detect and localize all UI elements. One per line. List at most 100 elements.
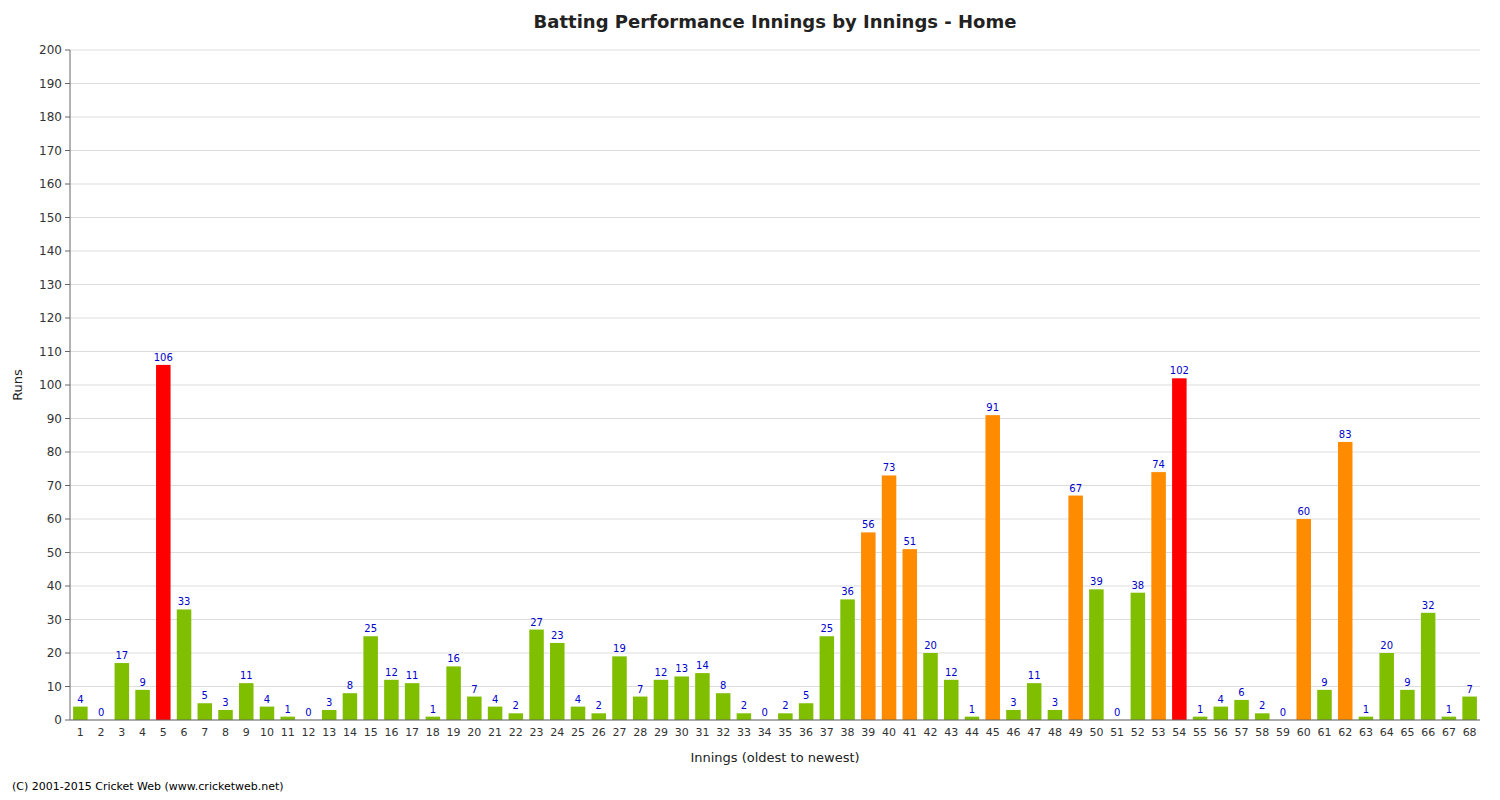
data-label: 4 [575,694,581,705]
x-tick-label: 23 [530,726,544,739]
grid-line [70,418,1480,419]
x-tick-label: 36 [799,726,813,739]
x-tick-label: 26 [592,726,606,739]
bar [1151,472,1166,720]
grid-line [70,552,1480,553]
bar [965,717,980,720]
x-tick-label: 54 [1172,726,1186,739]
y-tick-label: 170 [39,144,62,158]
data-label: 2 [513,700,519,711]
data-label: 27 [530,617,543,628]
x-tick-label: 42 [924,726,938,739]
x-tick-label: 27 [612,726,626,739]
data-label: 2 [1259,700,1265,711]
data-label: 3 [222,697,228,708]
x-tick-label: 49 [1069,726,1083,739]
x-tick-label: 52 [1131,726,1145,739]
x-tick-label: 14 [343,726,357,739]
data-label: 3 [1010,697,1016,708]
chart: 0102030405060708090100110120130140150160… [0,0,1500,800]
y-tick-label: 110 [39,345,62,359]
y-tick-label: 10 [47,680,62,694]
data-label: 7 [471,684,477,695]
data-label: 23 [551,630,564,641]
x-tick-label: 12 [301,726,315,739]
data-label: 0 [1280,707,1286,718]
x-tick-label: 50 [1089,726,1103,739]
data-label: 1 [1363,704,1369,715]
grid-line [70,452,1480,453]
bar [612,656,627,720]
data-label: 38 [1132,580,1145,591]
x-tick-label: 56 [1214,726,1228,739]
x-tick-label: 34 [758,726,772,739]
x-tick-label: 31 [695,726,709,739]
x-tick-label: 16 [384,726,398,739]
y-tick [65,117,70,118]
x-tick-label: 28 [633,726,647,739]
y-tick [65,552,70,553]
bar [73,707,88,720]
y-tick-label: 160 [39,177,62,191]
y-tick-label: 90 [47,412,62,426]
data-label: 11 [1028,670,1041,681]
grid-line [70,619,1480,620]
x-axis-line [70,720,1480,721]
grid-line [70,184,1480,185]
data-label: 1 [285,704,291,715]
data-label: 7 [1466,684,1472,695]
data-label: 2 [782,700,788,711]
data-label: 32 [1422,600,1435,611]
x-tick-label: 41 [903,726,917,739]
data-label: 8 [720,680,726,691]
data-label: 56 [862,519,875,530]
y-tick-label: 130 [39,278,62,292]
bar [1006,710,1021,720]
y-tick-label: 70 [47,479,62,493]
bar [384,680,399,720]
bars [73,365,1477,720]
grid-line [70,318,1480,319]
data-label: 1 [1197,704,1203,715]
x-tick-label: 7 [201,726,208,739]
y-tick [65,284,70,285]
title: Batting Performance Innings by Innings -… [534,11,1017,32]
grid-line [70,720,1480,721]
x-tick-label: 15 [364,726,378,739]
bar [529,630,544,720]
data-label: 106 [154,352,173,363]
x-tick-label: 18 [426,726,440,739]
x-tick-label: 47 [1027,726,1041,739]
bar [1131,593,1146,720]
bar [882,475,897,720]
data-label: 51 [903,536,916,547]
bar [405,683,420,720]
bar [115,663,130,720]
y-tick-label: 80 [47,445,62,459]
x-tick-label: 61 [1317,726,1331,739]
x-tick-label: 29 [654,726,668,739]
bar [467,697,482,720]
background [0,0,1500,800]
x-tick-label: 59 [1276,726,1290,739]
y-tick [65,686,70,687]
grid-line [70,217,1480,218]
bar [1359,717,1374,720]
data-label: 5 [202,690,208,701]
data-label: 13 [675,663,688,674]
x-tick-label: 21 [488,726,502,739]
data-label: 25 [820,623,833,634]
bar [654,680,669,720]
y-tick [65,452,70,453]
y-tick [65,586,70,587]
grid-line [70,519,1480,520]
bar [280,717,295,720]
data-label: 36 [841,586,854,597]
bar [198,703,213,720]
x-tick-label: 66 [1421,726,1435,739]
y-tick [65,385,70,386]
data-label: 11 [406,670,419,681]
grid-line [70,653,1480,654]
data-label: 67 [1069,483,1082,494]
data-label: 3 [326,697,332,708]
